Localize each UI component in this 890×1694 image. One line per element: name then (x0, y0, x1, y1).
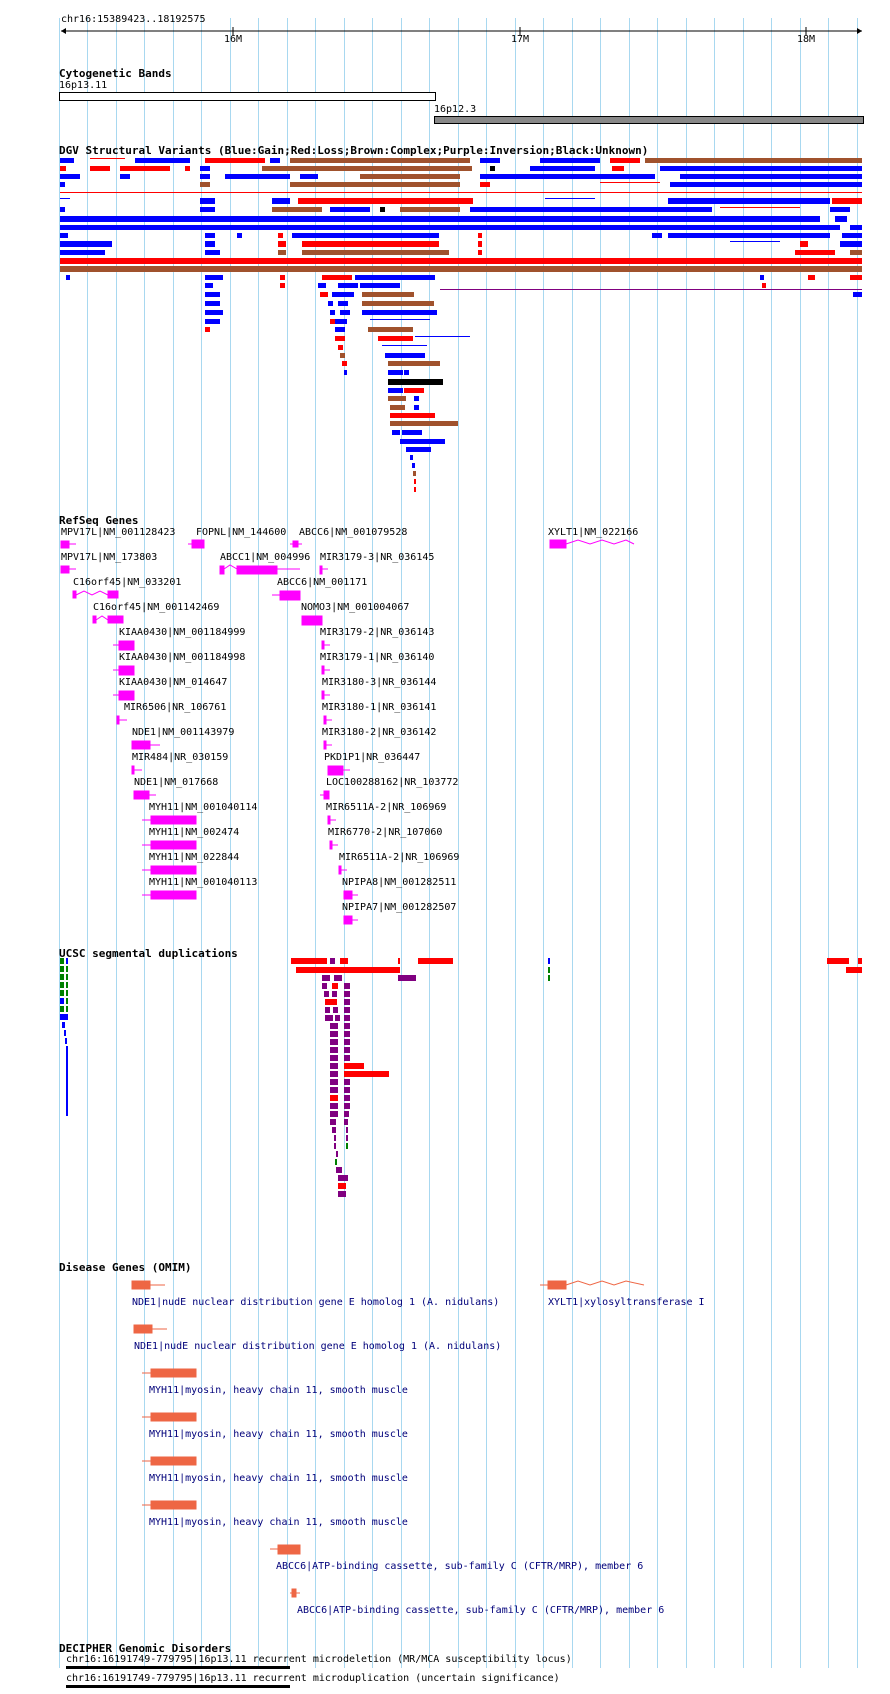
omim-label[interactable]: MYH11|myosin, heavy chain 11, smooth mus… (149, 1385, 408, 1396)
track-title-omim[interactable]: Disease Genes (OMIM) (59, 1261, 192, 1274)
omim-label[interactable]: MYH11|myosin, heavy chain 11, smooth mus… (149, 1429, 408, 1440)
omim-label[interactable]: ABCC6|ATP-binding cassette, sub-family C… (297, 1605, 665, 1616)
omim-label[interactable]: NDE1|nudE nuclear distribution gene E ho… (134, 1341, 502, 1352)
refseq-gene-glyphs[interactable] (0, 536, 890, 926)
gene-label[interactable]: PKD1P1|NR_036447 (324, 752, 421, 763)
tick-18m: 18M (797, 34, 816, 45)
gene-label[interactable]: ABCC1|NM_004996 (220, 552, 311, 563)
track-title-refseq[interactable]: RefSeq Genes (59, 514, 139, 527)
gene-label[interactable]: NDE1|NM_017668 (134, 777, 219, 788)
track-title-cyto[interactable]: Cytogenetic Bands (59, 67, 172, 80)
gene-label[interactable]: NPIPA8|NM_001282511 (342, 877, 457, 888)
band-label-16p13-11: 16p13.11 (59, 80, 108, 91)
omim-label[interactable]: NDE1|nudE nuclear distribution gene E ho… (132, 1297, 500, 1308)
gene-label[interactable]: KIAA0430|NM_001184999 (119, 627, 246, 638)
gene-label[interactable]: MIR3180-1|NR_036141 (322, 702, 437, 713)
decipher-bar[interactable] (66, 1685, 290, 1688)
ruler-axis (61, 27, 862, 35)
gene-label[interactable]: NPIPA7|NM_001282507 (342, 902, 457, 913)
gene-label[interactable]: KIAA0430|NM_014647 (119, 677, 228, 688)
gene-label[interactable]: MPV17L|NM_173803 (61, 552, 158, 563)
gene-label[interactable]: MIR3179-1|NR_036140 (320, 652, 435, 663)
ruler-range: chr16:15389423..18192575 (61, 14, 206, 25)
gene-label[interactable]: KIAA0430|NM_001184998 (119, 652, 246, 663)
gene-label[interactable]: LOC100288162|NR_103772 (326, 777, 459, 788)
gene-label[interactable]: MIR6506|NR_106761 (124, 702, 227, 713)
gene-label[interactable]: MIR6511A-2|NR_106969 (339, 852, 460, 863)
gene-label[interactable]: MIR3179-2|NR_036143 (320, 627, 435, 638)
omim-label[interactable]: MYH11|myosin, heavy chain 11, smooth mus… (149, 1517, 408, 1528)
gene-label[interactable]: C16orf45|NM_001142469 (93, 602, 220, 613)
band-16p12-3[interactable] (434, 116, 864, 124)
segdup-track[interactable] (0, 958, 890, 1238)
gene-label[interactable]: FOPNL|NM_144600 (196, 527, 287, 538)
gene-label[interactable]: ABCC6|NM_001079528 (299, 527, 408, 538)
gene-label[interactable]: ABCC6|NM_001171 (277, 577, 368, 588)
track-title-decipher[interactable]: DECIPHER Genomic Disorders (59, 1642, 232, 1655)
omim-label[interactable]: MYH11|myosin, heavy chain 11, smooth mus… (149, 1473, 408, 1484)
gene-label[interactable]: MYH11|NM_001040113 (149, 877, 258, 888)
gene-label[interactable]: MYH11|NM_002474 (149, 827, 240, 838)
track-title-segdup[interactable]: UCSC segmental duplications (59, 947, 238, 960)
gene-label[interactable]: MIR3180-3|NR_036144 (322, 677, 437, 688)
gene-label[interactable]: MIR6770-2|NR_107060 (328, 827, 443, 838)
gene-label[interactable]: NOMO3|NM_001004067 (301, 602, 410, 613)
gene-label[interactable]: XYLT1|NM_022166 (548, 527, 639, 538)
gene-label[interactable]: NDE1|NM_001143979 (132, 727, 235, 738)
decipher-item[interactable]: chr16:16191749-779795|16p13.11 recurrent… (66, 1654, 572, 1665)
gene-label[interactable]: MIR484|NR_030159 (132, 752, 229, 763)
gene-label[interactable]: MPV17L|NM_001128423 (61, 527, 176, 538)
track-title-dgv[interactable]: DGV Structural Variants (Blue:Gain;Red:L… (59, 144, 649, 157)
decipher-item[interactable]: chr16:16191749-779795|16p13.11 recurrent… (66, 1673, 560, 1684)
omim-gene-glyphs[interactable] (0, 1276, 890, 1612)
band-label-16p12-3: 16p12.3 (434, 104, 477, 115)
dgv-track[interactable] (0, 155, 890, 495)
gene-label[interactable]: MIR6511A-2|NR_106969 (326, 802, 447, 813)
gene-label[interactable]: MIR3179-3|NR_036145 (320, 552, 435, 563)
omim-label[interactable]: ABCC6|ATP-binding cassette, sub-family C… (276, 1561, 644, 1572)
omim-label[interactable]: XYLT1|xylosyltransferase I (548, 1297, 705, 1308)
gene-label[interactable]: MYH11|NM_022844 (149, 852, 240, 863)
tick-16m: 16M (224, 34, 243, 45)
tick-17m: 17M (511, 34, 530, 45)
gene-label[interactable]: MIR3180-2|NR_036142 (322, 727, 437, 738)
band-16p13-11[interactable] (59, 92, 436, 101)
gene-label[interactable]: C16orf45|NM_033201 (73, 577, 182, 588)
decipher-bar[interactable] (66, 1666, 290, 1669)
gene-label[interactable]: MYH11|NM_001040114 (149, 802, 258, 813)
